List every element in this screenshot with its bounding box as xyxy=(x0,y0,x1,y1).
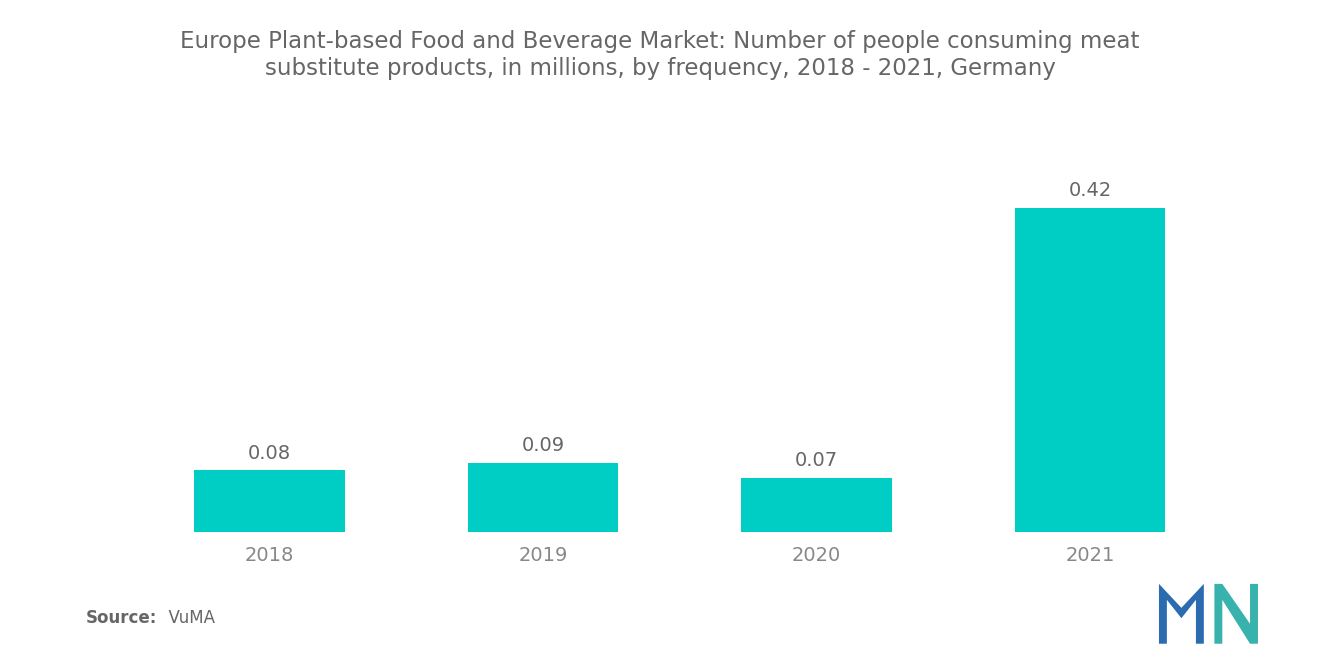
Text: 0.09: 0.09 xyxy=(521,436,565,455)
Bar xyxy=(467,463,618,532)
Bar xyxy=(742,478,892,532)
Bar xyxy=(1015,208,1166,532)
Text: 0.07: 0.07 xyxy=(795,452,838,470)
Text: 0.08: 0.08 xyxy=(248,444,292,463)
Text: Europe Plant-based Food and Beverage Market: Number of people consuming meat
sub: Europe Plant-based Food and Beverage Mar… xyxy=(181,30,1139,80)
Bar xyxy=(194,470,345,532)
Text: 0.42: 0.42 xyxy=(1068,182,1111,200)
Text: VuMA: VuMA xyxy=(158,609,215,628)
Text: Source:: Source: xyxy=(86,609,157,628)
